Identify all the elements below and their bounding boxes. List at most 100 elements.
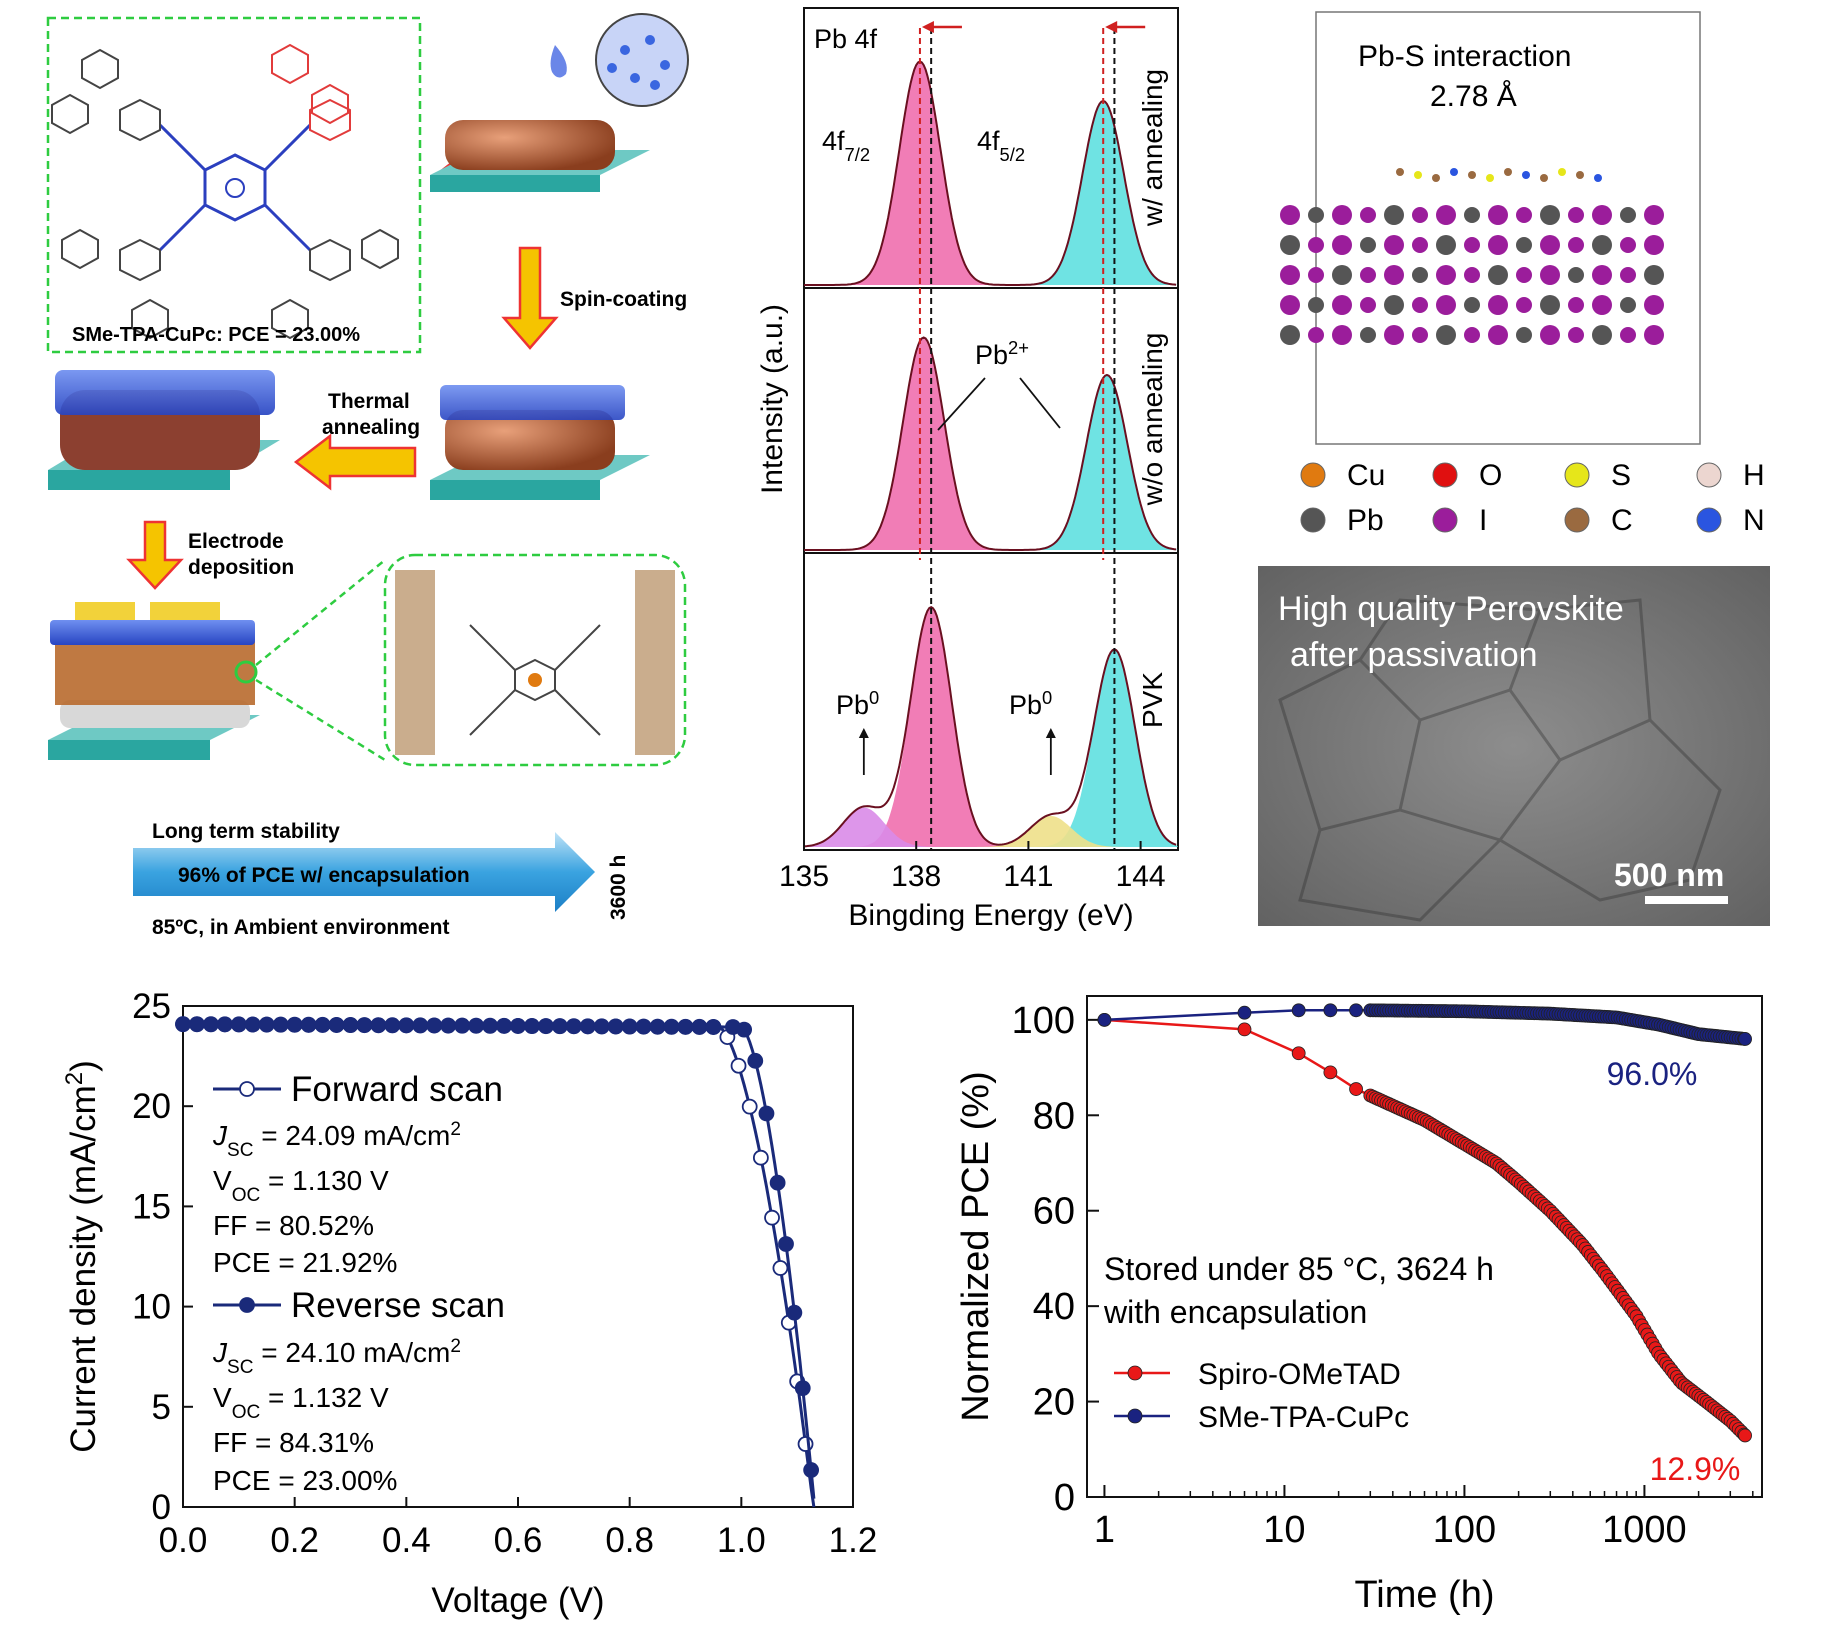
jv-marker (565, 1018, 582, 1035)
stab-marker (1349, 1003, 1363, 1018)
jv-marker (649, 1018, 666, 1035)
dft-atom (1332, 235, 1352, 255)
dft-atom (1568, 297, 1584, 313)
dft-atom (1280, 235, 1300, 255)
jv-rev-jsc-part: J (212, 1337, 228, 1368)
stab-legend-marker (1127, 1408, 1143, 1424)
stab-marker (1738, 1428, 1752, 1443)
stab-end-label: 12.9% (1650, 1451, 1741, 1487)
xps-xtick-label: 141 (1003, 860, 1053, 893)
dft-atom (1384, 325, 1404, 345)
stab-marker (1738, 1032, 1752, 1046)
dft-legend-swatch (1300, 462, 1326, 488)
jv-marker (736, 1021, 753, 1038)
dft-atom (1592, 325, 1612, 345)
dft-legend-swatch (1564, 507, 1590, 533)
dft-atom (1360, 327, 1376, 343)
dft-atom (1412, 267, 1428, 283)
stability-condition: 85ºC, in Ambient environment (152, 916, 449, 939)
jv-marker (300, 1016, 317, 1033)
xps-peak-fill (804, 61, 1178, 285)
electrode-label-2: deposition (188, 556, 294, 579)
annealing-label-1: Thermal (328, 390, 410, 413)
jv-marker (216, 1016, 233, 1033)
jv-rev-pce: PCE = 23.00% (213, 1465, 397, 1496)
jv-rev-voc-part: OC (232, 1402, 261, 1423)
jv-marker (663, 1018, 680, 1035)
stab-xlabel: Time (h) (1354, 1574, 1494, 1616)
xps-panel-label: w/o annealing (1137, 333, 1168, 507)
dft-atom (1280, 265, 1300, 285)
dft-atom (1332, 205, 1352, 225)
jv-ylabel-part: Current density (mA/cm (64, 1085, 103, 1453)
dft-atom (1486, 174, 1494, 182)
electrode-arrow (126, 520, 184, 590)
dft-legend-swatch (1432, 507, 1458, 533)
dft-atom (1412, 237, 1428, 253)
dft-atom (1308, 327, 1324, 343)
dft-atom (1488, 265, 1508, 285)
stab-ytick-label: 40 (1033, 1286, 1075, 1328)
molecule-structure (51, 43, 399, 340)
dft-atom (1332, 295, 1352, 315)
jv-legend-label: Reverse scan (291, 1286, 505, 1325)
xps-pb2-label: Pb2+ (975, 337, 1029, 371)
dft-atom (1592, 205, 1612, 225)
jv-xtick-label: 1.0 (717, 1521, 766, 1560)
dft-atom (1384, 205, 1404, 225)
jv-marker (189, 1016, 205, 1033)
dft-atom (1332, 265, 1352, 285)
stab-ytick-label: 0 (1054, 1477, 1075, 1519)
sem-image (1258, 566, 1770, 926)
jv-ytick-label: 15 (132, 1187, 171, 1226)
jv-marker (454, 1017, 471, 1034)
dft-atom (1488, 325, 1508, 345)
jv-fwd-voc: VOC = 1.130 V (213, 1165, 389, 1206)
dft-atom (1308, 207, 1324, 223)
stab-ytick-label: 100 (1012, 1000, 1075, 1042)
xps-pb0-label-part: 0 (869, 687, 879, 708)
dft-legend-swatch (1696, 507, 1722, 533)
dft-atom (1644, 205, 1664, 225)
dft-cell (1315, 11, 1701, 445)
stab-marker (1237, 1022, 1252, 1037)
dft-atom (1412, 327, 1428, 343)
jv-marker (579, 1018, 596, 1035)
dft-atom (1436, 325, 1456, 345)
dft-atom (1280, 325, 1300, 345)
xps-pb0-arrowhead (858, 728, 869, 738)
jv-marker (786, 1304, 803, 1321)
dft-legend-swatch (1432, 462, 1458, 488)
dft-atom (1436, 235, 1456, 255)
jv-rev-ff-part: FF = 84.31% (213, 1427, 374, 1458)
dft-panel: Pb-S interaction 2.78 Å Cu O S H Pb I C N (1280, 11, 1765, 537)
dft-atom (1540, 265, 1560, 285)
sem-caption-2: after passivation (1290, 636, 1538, 674)
jv-fwd-jsc: JSC = 24.09 mA/cm2 (212, 1119, 461, 1161)
dft-legend-label: I (1479, 504, 1487, 537)
xps-4f52-label-part: 4f (977, 126, 1000, 156)
stab-marker (1349, 1082, 1363, 1096)
jv-rev-voc: VOC = 1.132 V (213, 1382, 389, 1423)
jv-marker (203, 1016, 219, 1033)
jv-fwd-voc-part: V (213, 1165, 232, 1196)
stab-xtick-label: 100 (1433, 1509, 1496, 1551)
jv-chart: 0.0 0.2 0.4 0.6 0.8 1.0 1.2 0 5 10 15 20 25 Voltage (… (61, 987, 878, 1620)
jv-marker (769, 1174, 786, 1191)
molecule-box (46, 16, 422, 354)
stab-ytick-label: 60 (1033, 1191, 1075, 1233)
dft-atom (1360, 237, 1376, 253)
dft-atom (1620, 237, 1636, 253)
jv-marker (398, 1017, 415, 1034)
dft-atom (1384, 265, 1404, 285)
dft-atom (1384, 295, 1404, 315)
jv-fwd-voc-part: OC (232, 1185, 261, 1206)
xps-pb0-label-part: 0 (1042, 687, 1052, 708)
jv-marker (635, 1018, 652, 1035)
dft-atom (1280, 295, 1300, 315)
dft-atom (1644, 235, 1664, 255)
stab-xtick-label: 10 (1263, 1509, 1305, 1551)
jv-legend-marker (239, 1081, 255, 1097)
xps-xtick-label: 144 (1116, 860, 1166, 893)
